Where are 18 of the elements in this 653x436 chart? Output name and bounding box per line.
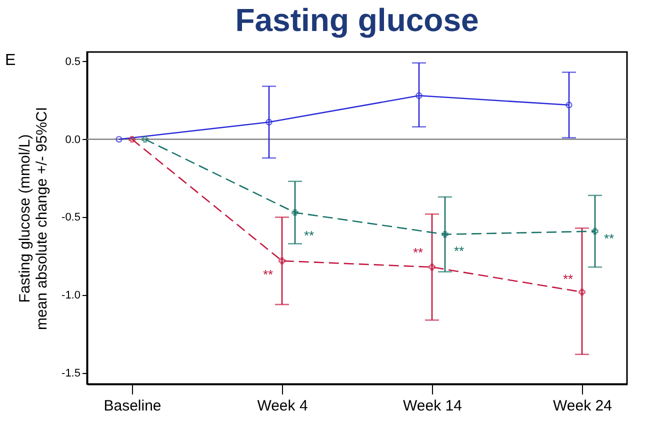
x-tick-label: Baseline [104, 398, 162, 414]
y-tick-label: -1.0 [62, 290, 80, 302]
annotation: ** [412, 245, 424, 260]
x-tick-label: Week 24 [553, 398, 612, 414]
annotation: ** [562, 272, 574, 287]
y-tick-label: 0.5 [65, 56, 80, 68]
y-tick-label: -0.5 [62, 212, 80, 224]
y-axis-title: Fasting glucose (mmol/L) mean absolute change +/- 95%CI [16, 106, 51, 330]
annotation: ** [604, 231, 614, 246]
x-tick-label: Week 14 [403, 398, 462, 414]
text: E [5, 52, 16, 69]
annotation: ** [304, 228, 314, 243]
y-tick-label: -1.5 [62, 368, 80, 380]
annotation: ** [262, 266, 274, 282]
x-tick-label: Week 4 [257, 398, 308, 414]
y-tick-label: 0.0 [65, 134, 80, 146]
chart-title: Fasting glucose [235, 2, 479, 38]
annotation: ** [454, 244, 464, 259]
